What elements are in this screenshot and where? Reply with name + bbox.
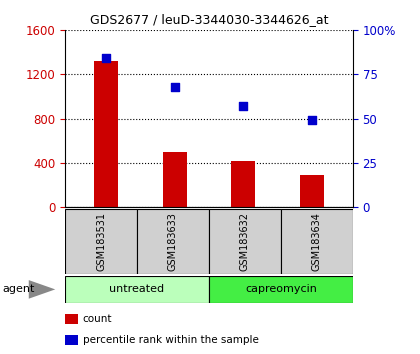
Bar [209, 209, 281, 274]
Bar [65, 276, 209, 303]
Point [308, 118, 315, 123]
Text: count: count [83, 314, 112, 324]
Bar [281, 209, 353, 274]
Bar [163, 152, 186, 207]
Point [171, 84, 178, 90]
Text: GSM183633: GSM183633 [168, 212, 178, 271]
Bar [300, 175, 324, 207]
Bar [94, 61, 118, 207]
Title: GDS2677 / leuD-3344030-3344626_at: GDS2677 / leuD-3344030-3344626_at [90, 13, 328, 26]
Bar [65, 335, 78, 345]
Bar [65, 209, 137, 274]
Text: percentile rank within the sample: percentile rank within the sample [83, 335, 258, 345]
Text: capreomycin: capreomycin [245, 284, 317, 295]
Bar [137, 209, 209, 274]
Bar [231, 161, 255, 207]
Bar [209, 276, 353, 303]
Text: agent: agent [2, 284, 34, 295]
Text: GSM183531: GSM183531 [96, 212, 106, 271]
Point [240, 103, 247, 109]
Point [103, 56, 110, 61]
Text: GSM183634: GSM183634 [312, 212, 322, 271]
Text: untreated: untreated [110, 284, 165, 295]
Text: GSM183632: GSM183632 [240, 212, 250, 271]
Polygon shape [29, 280, 55, 299]
Bar [65, 314, 78, 324]
